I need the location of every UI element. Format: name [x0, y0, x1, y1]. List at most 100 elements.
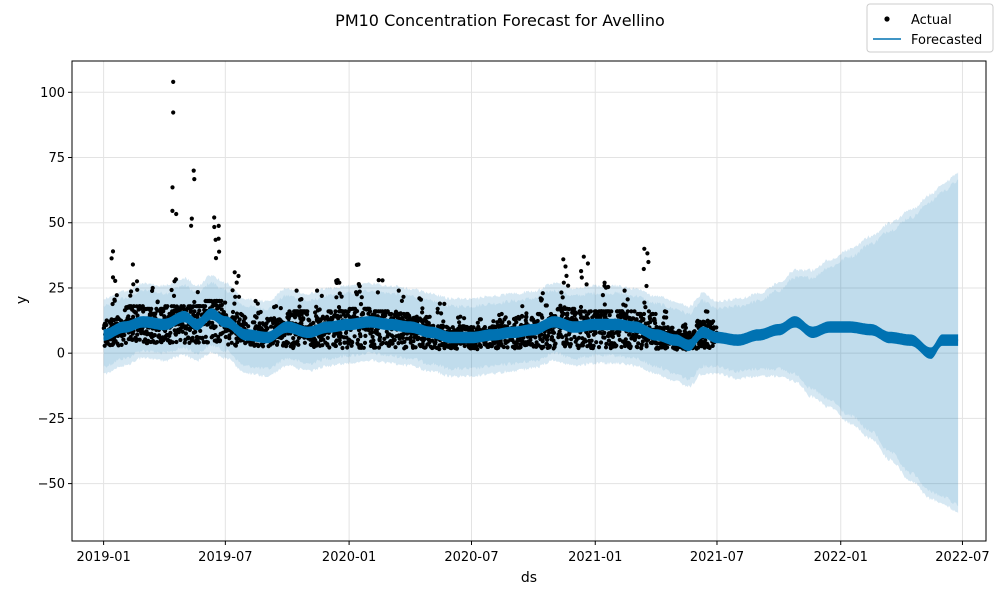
actual-point — [665, 325, 670, 330]
actual-point — [702, 322, 707, 327]
actual-point — [505, 345, 510, 350]
actual-point — [307, 318, 312, 323]
actual-point — [514, 320, 519, 325]
actual-point — [648, 319, 653, 325]
actual-point — [684, 331, 689, 336]
actual-point — [616, 333, 621, 338]
actual-point — [617, 337, 622, 342]
actual-point — [152, 333, 157, 338]
actual-point — [640, 339, 646, 344]
actual-point — [171, 110, 176, 115]
actual-point — [299, 318, 304, 323]
actual-point — [361, 311, 366, 317]
actual-point — [223, 334, 228, 340]
actual-point — [402, 339, 407, 344]
actual-point — [437, 301, 442, 306]
actual-point — [257, 321, 262, 326]
actual-point — [189, 223, 194, 228]
actual-point — [569, 337, 574, 342]
actual-point — [475, 347, 480, 352]
actual-point — [254, 315, 259, 320]
actual-point — [442, 346, 447, 351]
actual-point — [641, 316, 646, 322]
actual-point — [191, 168, 196, 173]
actual-point — [558, 303, 563, 308]
actual-point — [213, 256, 219, 261]
actual-point — [591, 343, 596, 348]
actual-point — [553, 341, 558, 346]
actual-point — [533, 335, 538, 340]
actual-point — [544, 341, 550, 347]
x-axis-label: ds — [521, 570, 537, 586]
actual-point — [603, 314, 608, 319]
actual-point — [662, 309, 668, 314]
actual-point — [358, 334, 363, 339]
actual-point — [133, 310, 138, 315]
actual-point — [422, 336, 427, 342]
actual-point — [585, 261, 591, 266]
actual-point — [104, 322, 109, 328]
actual-point — [129, 289, 134, 294]
actual-point — [692, 329, 697, 334]
actual-point — [113, 278, 118, 283]
actual-point — [396, 341, 401, 346]
actual-point — [580, 315, 585, 320]
actual-point — [427, 314, 432, 319]
actual-point — [547, 343, 553, 349]
actual-point — [203, 334, 208, 339]
actual-point — [190, 304, 195, 309]
actual-point — [457, 324, 462, 329]
actual-point — [436, 324, 441, 329]
actual-point — [235, 340, 240, 345]
actual-point — [475, 320, 480, 325]
actual-point — [635, 345, 640, 350]
actual-point — [653, 311, 658, 317]
actual-point — [646, 309, 652, 314]
y-tick-label: 50 — [48, 216, 65, 231]
actual-point — [603, 345, 609, 350]
actual-point — [647, 316, 653, 321]
actual-point — [130, 337, 135, 342]
actual-point — [315, 288, 320, 293]
plot-frame — [71, 60, 987, 542]
actual-point — [528, 338, 533, 343]
actual-point — [337, 291, 342, 296]
actual-point — [560, 295, 565, 300]
actual-point — [116, 343, 121, 348]
actual-point — [354, 309, 360, 314]
actual-point — [148, 311, 153, 317]
actual-point — [337, 338, 342, 343]
actual-point — [646, 259, 651, 265]
actual-point — [233, 343, 238, 348]
actual-point — [420, 310, 425, 315]
actual-point — [491, 319, 496, 324]
actual-point — [665, 345, 670, 350]
actual-point — [227, 333, 232, 338]
actual-point — [420, 306, 425, 311]
actual-point — [670, 325, 675, 330]
actual-point — [338, 341, 343, 346]
actual-point — [131, 282, 136, 287]
actual-point — [584, 282, 589, 287]
actual-point — [581, 254, 586, 259]
actual-point — [197, 308, 202, 313]
actual-point — [703, 309, 709, 314]
actual-point — [234, 311, 240, 316]
actual-point — [265, 326, 270, 331]
actual-point — [375, 290, 380, 295]
actual-point — [614, 343, 619, 348]
actual-point — [302, 340, 307, 345]
actual-point — [539, 298, 544, 303]
actual-point — [645, 251, 650, 256]
actual-point — [359, 295, 364, 300]
actual-point — [588, 342, 593, 347]
x-tick-label: 2019-01 — [76, 550, 130, 565]
actual-point — [566, 283, 571, 288]
actual-point — [216, 334, 221, 339]
actual-point — [135, 332, 140, 337]
actual-point — [563, 264, 568, 269]
actual-point — [373, 345, 378, 350]
actual-point — [370, 334, 375, 339]
actual-point — [345, 345, 350, 350]
